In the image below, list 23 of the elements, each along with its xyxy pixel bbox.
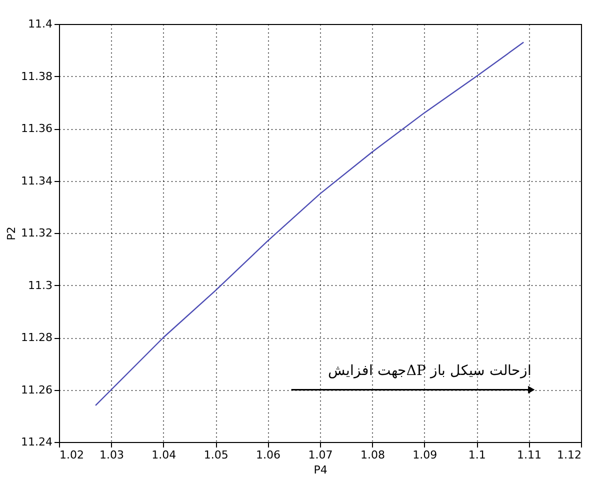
x-tick-label: 1.11 — [517, 448, 542, 462]
x-tick-label: 1.02 — [60, 448, 84, 462]
y-tick-label: 11.38 — [21, 70, 52, 83]
y-tick-label: 11.34 — [21, 174, 52, 188]
x-tick-label: 1.06 — [256, 448, 281, 462]
x-tick-label: 1.09 — [412, 448, 438, 462]
y-tick-label: 11.3 — [28, 278, 52, 292]
y-tick-label: 11.4 — [28, 18, 52, 30]
y-tick-label: 11.28 — [21, 331, 52, 344]
y-tick-label: 11.24 — [21, 436, 52, 448]
x-tick-label: 1.03 — [99, 448, 124, 462]
y-tick-label: 11.36 — [21, 122, 52, 135]
y-axis-title: P2 — [5, 226, 18, 240]
x-tick-label: 1.05 — [204, 448, 228, 462]
x-tick-label: 1.08 — [360, 448, 385, 462]
x-tick-label: 1.04 — [152, 448, 176, 462]
y-tick-label: 11.26 — [21, 383, 52, 396]
x-tick-label: 1.12 — [557, 448, 582, 462]
x-axis-title: P4 — [314, 464, 328, 476]
y-tick-label: 11.32 — [21, 226, 52, 240]
annotation: جهت افزایشΔP ازحالت سیکل باز — [328, 362, 532, 379]
x-tick-label: 1.07 — [308, 448, 333, 462]
x-tick-label: 1.1 — [468, 448, 486, 462]
